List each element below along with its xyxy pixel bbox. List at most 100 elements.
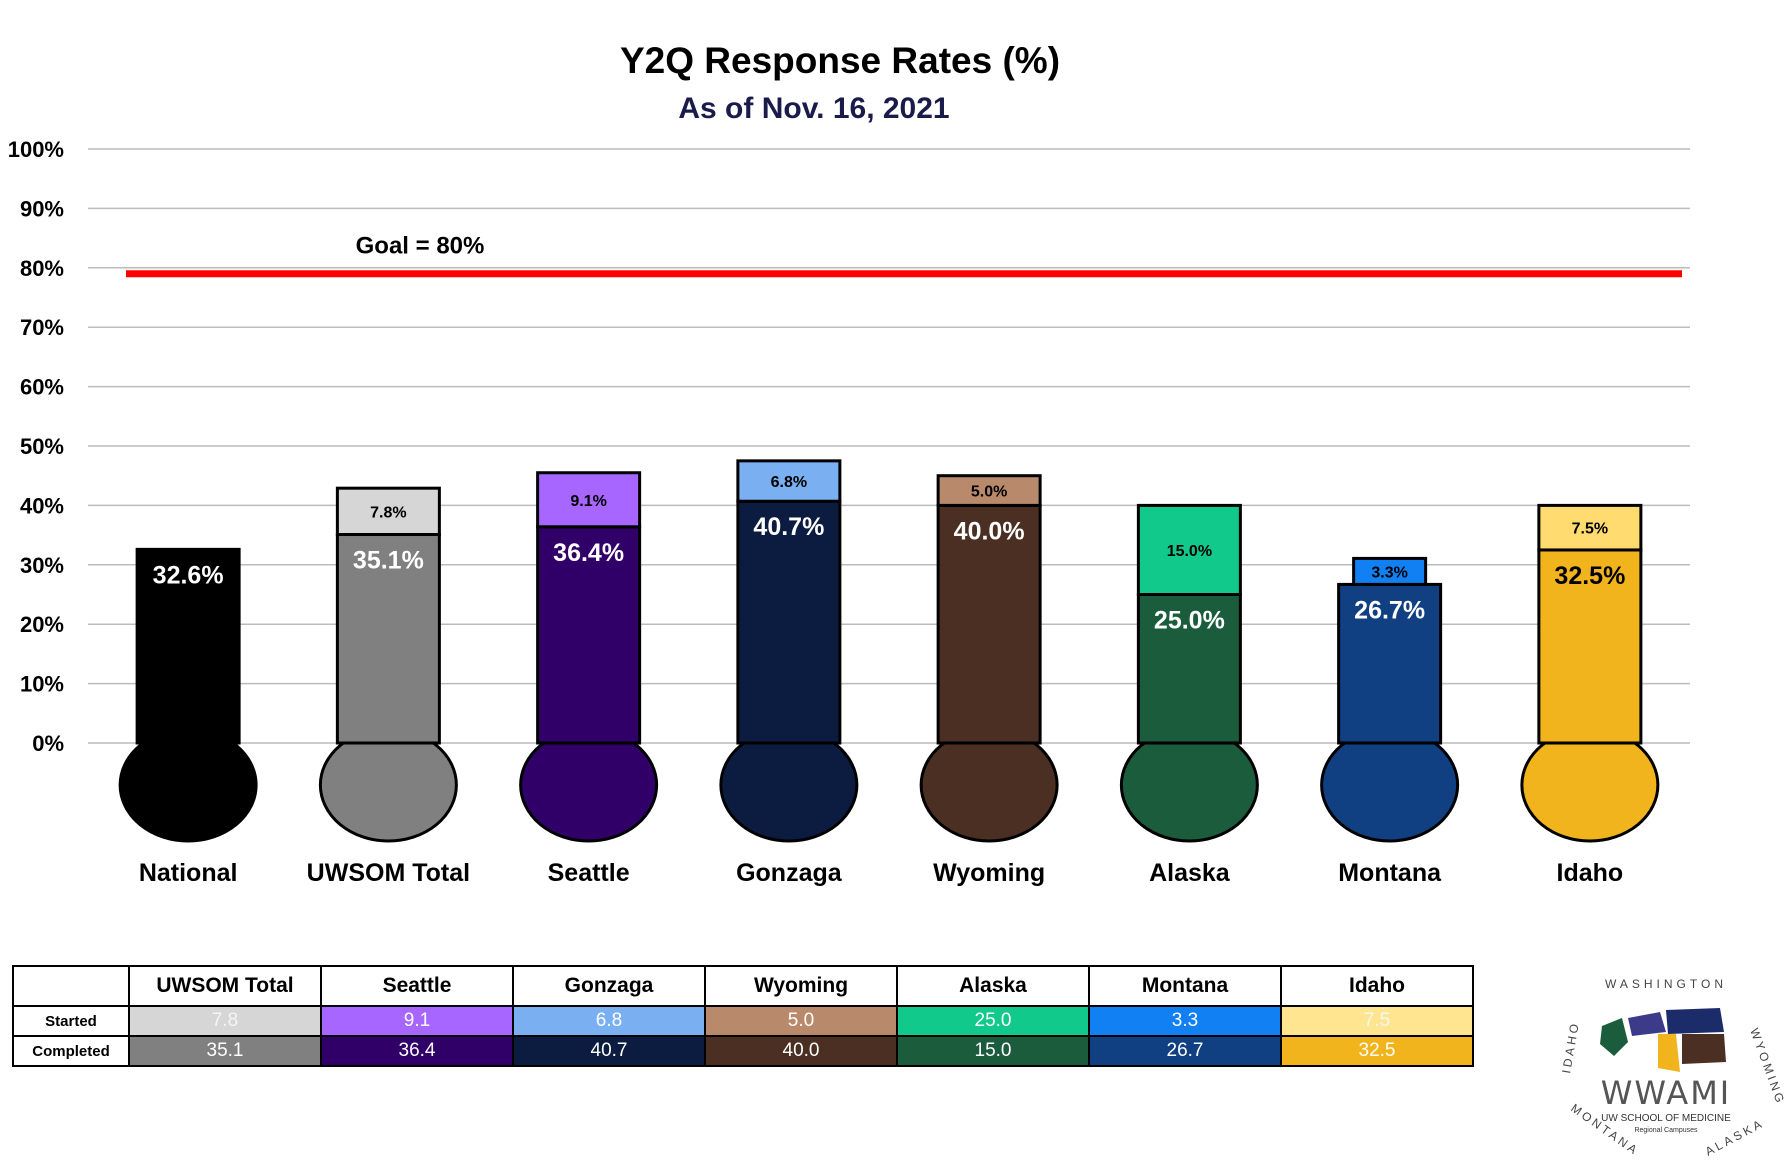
bar-completed xyxy=(135,547,241,745)
table-header-cell: Montana xyxy=(1088,965,1282,1007)
logo-school: UW SCHOOL OF MEDICINE xyxy=(1601,1113,1731,1124)
bulb xyxy=(1119,727,1259,843)
table-cell: 9.1 xyxy=(320,1005,514,1037)
bulb xyxy=(719,727,859,843)
y-tick-label: 70% xyxy=(20,315,64,340)
table-cell: 36.4 xyxy=(320,1035,514,1067)
table-cell: 32.5 xyxy=(1280,1035,1474,1067)
bar-started xyxy=(1352,556,1428,586)
y-tick-label: 10% xyxy=(20,672,64,697)
logo-wordmark: WWAMI xyxy=(1601,1074,1731,1112)
completed-value-label: 36.4% xyxy=(553,539,624,567)
table-corner-cell xyxy=(12,965,130,1007)
completed-value-label: 40.0% xyxy=(954,517,1025,545)
completed-value-label: 40.7% xyxy=(753,513,824,541)
wwami-logo: WWAMI UW SCHOOL OF MEDICINE Regional Cam… xyxy=(1559,977,1784,1159)
started-value-label: 5.0% xyxy=(971,484,1007,501)
bulb xyxy=(1520,727,1660,843)
bar-started xyxy=(1537,503,1643,552)
y-axis-ticks: 100% 90% 80% 70% 60% 50% 40% 30% 20% 10% 0% xyxy=(8,137,64,756)
response-rate-table: UWSOM Total Seattle Gonzaga Wyoming Alaska Mo… xyxy=(12,965,1474,1067)
table-row: Started 7.8 9.1 6.8 5.0 25.0 3.3 7.5 xyxy=(12,1005,1474,1037)
logo-map-montana xyxy=(1666,1008,1724,1034)
y-tick-label: 20% xyxy=(20,612,64,637)
chart-title: Y2Q Response Rates (%) xyxy=(620,40,1060,81)
table-cell: 26.7 xyxy=(1088,1035,1282,1067)
x-category-label: Alaska xyxy=(1149,859,1231,887)
y-tick-label: 60% xyxy=(20,375,64,400)
bulb xyxy=(318,727,458,843)
bars: 32.6% 7.8% 35.1% 9.1% 36.4% 6.8% 40.7% 5.0% 40.0… xyxy=(135,459,1643,745)
y-tick-label: 50% xyxy=(20,434,64,459)
logo-arc-idaho: IDAHO xyxy=(1559,1020,1582,1075)
bar-completed xyxy=(536,525,642,745)
table-cell: 6.8 xyxy=(512,1005,706,1037)
x-category-label: Gonzaga xyxy=(736,859,843,887)
bulb xyxy=(118,727,258,843)
y-tick-label: 90% xyxy=(20,196,64,221)
gridlines xyxy=(88,148,1690,744)
table-cell: 40.0 xyxy=(704,1035,898,1067)
table-cell: 3.3 xyxy=(1088,1005,1282,1037)
logo-map-idaho xyxy=(1658,1034,1680,1072)
bulb xyxy=(919,727,1059,843)
logo-map-alaska xyxy=(1600,1018,1628,1056)
y-tick-label: 100% xyxy=(8,137,64,162)
table-header-cell: UWSOM Total xyxy=(128,965,322,1007)
x-axis-labels: National UWSOM Total Seattle Gonzaga Wyoming… xyxy=(139,859,1623,887)
table-row: Completed 35.1 36.4 40.7 40.0 15.0 26.7 32.5 xyxy=(12,1035,1474,1067)
table-header-cell: Seattle xyxy=(320,965,514,1007)
completed-value-label: 35.1% xyxy=(353,547,424,575)
table-header-cell: Idaho xyxy=(1280,965,1474,1007)
table-header-cell: Wyoming xyxy=(704,965,898,1007)
table-cell: 7.5 xyxy=(1280,1005,1474,1037)
x-category-label: National xyxy=(139,859,238,887)
bar-started xyxy=(936,474,1042,507)
table-header-cell: Gonzaga xyxy=(512,965,706,1007)
chart-subtitle: As of Nov. 16, 2021 xyxy=(678,92,949,125)
table-header-cell: Alaska xyxy=(896,965,1090,1007)
y-tick-label: 40% xyxy=(20,493,64,518)
completed-value-label: 25.0% xyxy=(1154,607,1225,635)
bar-completed xyxy=(1337,582,1443,745)
x-category-label: Wyoming xyxy=(933,859,1045,887)
table-cell: 40.7 xyxy=(512,1035,706,1067)
logo-map-washington xyxy=(1628,1012,1666,1036)
table-body: Started 7.8 9.1 6.8 5.0 25.0 3.3 7.5 Completed 35… xyxy=(12,1005,1474,1067)
bar-completed xyxy=(1136,593,1242,745)
completed-value-label: 32.6% xyxy=(153,561,224,589)
bulb xyxy=(1320,727,1460,843)
x-category-label: UWSOM Total xyxy=(307,859,470,887)
response-rate-chart: Y2Q Response Rates (%) As of Nov. 16, 20… xyxy=(8,40,1690,887)
goal-line-group: Goal = 80% xyxy=(126,233,1682,278)
bar-completed xyxy=(335,533,441,745)
y-tick-label: 0% xyxy=(32,731,64,756)
goal-label: Goal = 80% xyxy=(356,233,485,260)
x-category-label: Montana xyxy=(1338,859,1442,887)
bar-started xyxy=(1136,503,1242,596)
x-category-label: Seattle xyxy=(548,859,630,887)
started-value-label: 7.8% xyxy=(370,504,406,521)
started-value-label: 9.1% xyxy=(570,493,606,510)
started-value-label: 7.5% xyxy=(1572,521,1608,538)
bar-started xyxy=(536,471,642,529)
table-cell: 25.0 xyxy=(896,1005,1090,1037)
table-cell: 5.0 xyxy=(704,1005,898,1037)
completed-value-label: 32.5% xyxy=(1554,562,1625,590)
y-tick-label: 80% xyxy=(20,256,64,281)
completed-value-label: 26.7% xyxy=(1354,596,1425,624)
table-header-row: UWSOM Total Seattle Gonzaga Wyoming Alaska Mo… xyxy=(12,965,1474,1007)
started-value-label: 6.8% xyxy=(771,474,807,491)
x-category-label: Idaho xyxy=(1557,859,1624,887)
bulb xyxy=(519,727,659,843)
thermometer-bulbs xyxy=(118,727,1660,843)
bar-started xyxy=(736,459,842,503)
table-cell: 15.0 xyxy=(896,1035,1090,1067)
logo-map-wyoming xyxy=(1682,1034,1726,1064)
logo-arc-washington: WASHINGTON xyxy=(1605,977,1727,991)
table-cell: 35.1 xyxy=(128,1035,322,1067)
table-cell: 7.8 xyxy=(128,1005,322,1037)
logo-campus: Regional Campuses xyxy=(1634,1127,1698,1134)
started-value-label: 15.0% xyxy=(1167,543,1212,560)
started-value-label: 3.3% xyxy=(1371,564,1407,581)
